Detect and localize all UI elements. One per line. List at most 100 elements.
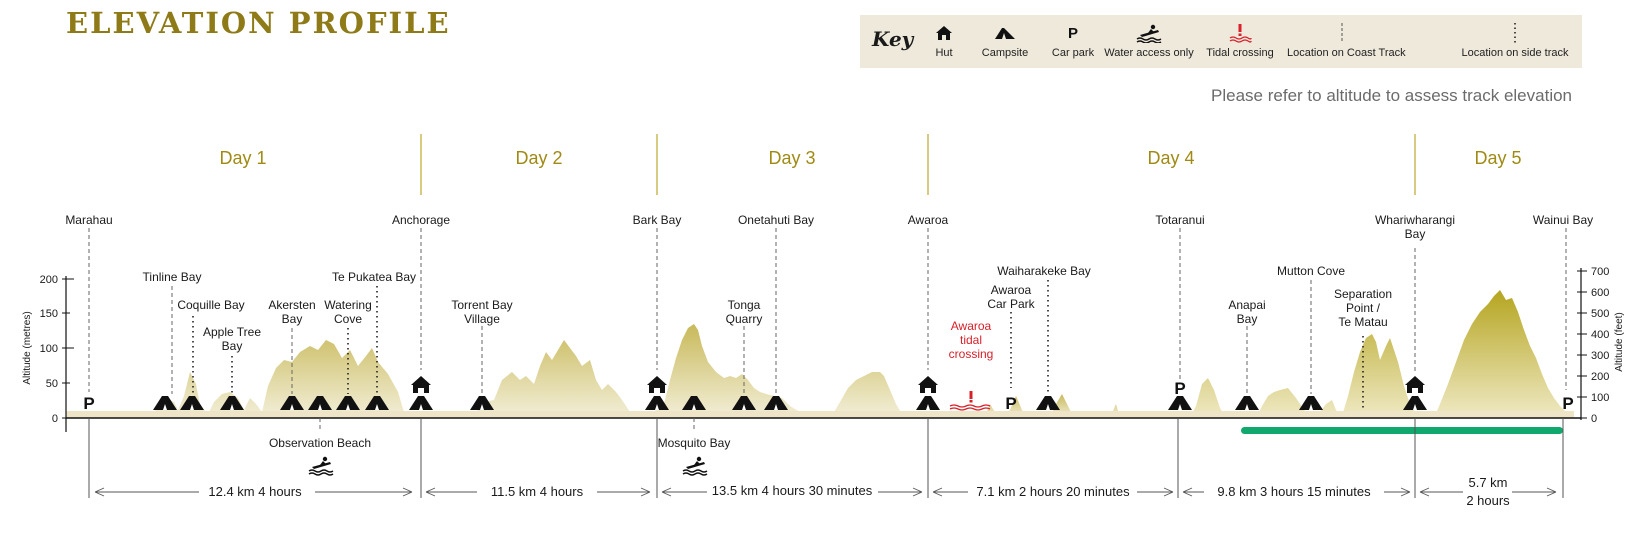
day-label: Day 2	[515, 148, 562, 168]
water-access-icon	[1136, 24, 1162, 43]
right-axis-title: Altitude (feet)	[1614, 312, 1625, 371]
key-item-campsite: Campsite	[950, 23, 1060, 59]
location-label: Bay	[1405, 227, 1426, 241]
tick-label: 50	[46, 378, 58, 390]
car-park-icon: P	[1068, 25, 1078, 42]
location-label: Quarry	[726, 312, 763, 326]
tick-label: 100	[1591, 392, 1609, 404]
page-title: ELEVATION PROFILE	[66, 6, 451, 40]
key-item-hut: Hut	[889, 23, 999, 59]
tick-label: 100	[40, 343, 58, 355]
baseline-strip	[66, 411, 1574, 418]
distance-label: 13.5 km 4 hours 30 minutes	[712, 483, 873, 498]
side-track-location-icon	[1514, 23, 1516, 43]
location-label: Tinline Bay	[143, 270, 202, 284]
hut-icon	[918, 376, 938, 393]
tick-label: 600	[1591, 287, 1609, 299]
key-label-campsite: Campsite	[981, 47, 1029, 59]
water-access-icon	[308, 456, 334, 476]
location-label: Te Pukatea Bay	[332, 270, 416, 284]
tidal-crossing-icon	[1229, 24, 1252, 43]
tick-label: 500	[1591, 308, 1609, 320]
key-label-tidal-crossing: Tidal crossing	[1206, 47, 1274, 59]
distance-label: 11.5 km 4 hours	[491, 484, 584, 499]
campsite-icon	[1235, 396, 1259, 410]
key-label-water-access: Water access only	[1104, 47, 1194, 59]
key-label-coast-track: Location on Coast Track	[1287, 47, 1406, 59]
location-label: Mosquito Bay	[658, 436, 731, 450]
right-ticks: 700 600 500 400 300 200 100 0	[1577, 266, 1609, 425]
location-label: Tonga	[728, 298, 761, 312]
location-label: Car Park	[987, 297, 1035, 311]
tick-label: 200	[40, 274, 58, 286]
location-label: Mutton Cove	[1277, 264, 1345, 278]
location-label: Whariwharangi	[1375, 213, 1455, 227]
key-title: Key	[872, 27, 914, 51]
car-park-icon: P	[83, 394, 94, 413]
day-label: Day 1	[219, 148, 266, 168]
car-park-icon: P	[1562, 394, 1573, 413]
distance-label: 7.1 km 2 hours 20 minutes	[976, 484, 1130, 499]
tick-label: 300	[1591, 350, 1609, 362]
tidal-crossing-label: tidal	[960, 333, 982, 347]
day-label: Day 3	[768, 148, 815, 168]
location-label: Awaroa	[908, 213, 949, 227]
distance-arrows	[94, 487, 1557, 497]
key-item-tidal-crossing: Tidal crossing	[1185, 23, 1295, 59]
section-dividers	[88, 418, 1564, 498]
distance-label: 5.7 km	[1468, 475, 1507, 490]
tick-label: 150	[40, 308, 58, 320]
location-label: Bay	[222, 339, 243, 353]
campsite-icon	[1299, 396, 1323, 410]
location-label: Akersten	[268, 298, 315, 312]
key-item-coast-track: Location on Coast Track	[1287, 23, 1406, 59]
water-access-icon	[682, 456, 708, 476]
location-label: Bay	[1237, 312, 1258, 326]
elevation-note: Please refer to altitude to assess track…	[1211, 86, 1572, 105]
hut-icon	[647, 376, 667, 393]
tidal-crossing-icon	[949, 391, 991, 411]
campsite-icon	[916, 396, 940, 410]
location-label: Coquille Bay	[177, 298, 244, 312]
tidal-crossing-label: Awaroa	[951, 319, 992, 333]
location-label: Marahau	[65, 213, 112, 227]
location-label: Anchorage	[392, 213, 450, 227]
location-label: Village	[464, 312, 500, 326]
coast-track-location-icon	[1341, 23, 1343, 43]
tick-label: 0	[1591, 413, 1597, 425]
location-label: Wainui Bay	[1533, 213, 1593, 227]
hut-icon	[411, 376, 431, 393]
car-park-icon: P	[1174, 379, 1185, 398]
left-axis-title: Altitude (metres)	[22, 311, 33, 384]
distance-label: 12.4 km 4 hours	[208, 484, 302, 499]
svg-text:P: P	[1068, 25, 1078, 42]
key-item-car-park: P Car park	[1018, 23, 1128, 59]
location-label: Watering	[324, 298, 372, 312]
highlighted-section-bar	[1241, 427, 1563, 434]
location-label: Totaranui	[1155, 213, 1204, 227]
key-item-side-track: Location on side track	[1460, 23, 1570, 59]
tick-label: 0	[52, 413, 58, 425]
location-label: Point /	[1346, 301, 1381, 315]
key-label-side-track: Location on side track	[1461, 47, 1569, 59]
location-label: Separation	[1334, 287, 1392, 301]
distance-label: 9.8 km 3 hours 15 minutes	[1217, 484, 1371, 499]
side-track-lines	[192, 280, 1364, 408]
distance-label: 2 hours	[1466, 493, 1510, 508]
campsite-icon	[1036, 396, 1060, 410]
tick-label: 400	[1591, 329, 1609, 341]
key-label-car-park: Car park	[1051, 47, 1095, 59]
hut-icon	[936, 26, 952, 40]
hut-icon	[1405, 376, 1425, 393]
terrain-profile-feet	[1190, 290, 1572, 418]
location-label: Cove	[334, 312, 362, 326]
location-label: Te Matau	[1338, 315, 1387, 329]
car-park-icon: P	[1005, 394, 1016, 413]
tick-label: 200	[1591, 371, 1609, 383]
coast-track-lines	[88, 228, 1567, 430]
location-label: Observation Beach	[269, 436, 371, 450]
location-label: Onetahuti Bay	[738, 213, 814, 227]
day-label: Day 4	[1147, 148, 1194, 168]
campsite-icon	[1168, 396, 1192, 410]
